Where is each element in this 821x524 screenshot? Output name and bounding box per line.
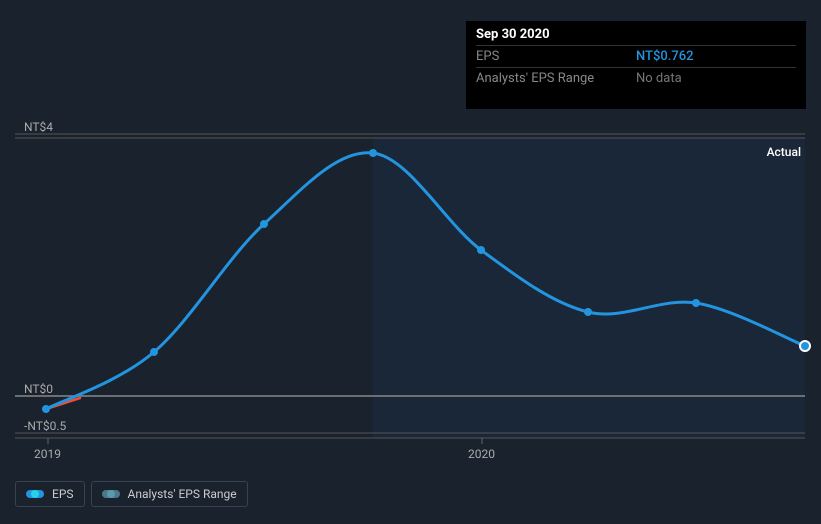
y-axis-label: NT$4 (24, 120, 53, 134)
legend-label: Analysts' EPS Range (128, 487, 237, 501)
legend-marker (26, 490, 44, 498)
tooltip-row: EPSNT$0.762 (476, 45, 796, 67)
tooltip-value: NT$0.762 (636, 49, 796, 64)
tooltip-label: EPS (476, 49, 636, 64)
tooltip-value: No data (636, 71, 796, 86)
legend-marker (102, 490, 120, 498)
y-axis-label: NT$0 (24, 382, 53, 396)
chart-tooltip: Sep 30 2020 EPSNT$0.762Analysts' EPS Ran… (466, 21, 806, 109)
tooltip-row: Analysts' EPS RangeNo data (476, 67, 796, 89)
tooltip-label: Analysts' EPS Range (476, 71, 636, 86)
actual-label: Actual (767, 145, 801, 159)
legend-item[interactable]: Analysts' EPS Range (91, 481, 248, 507)
x-axis-label: 2020 (468, 447, 495, 461)
y-axis-label: -NT$0.5 (24, 419, 66, 433)
legend-item[interactable]: EPS (15, 481, 85, 507)
legend-label: EPS (52, 487, 74, 501)
x-axis-label: 2019 (34, 447, 61, 461)
tooltip-date: Sep 30 2020 (476, 27, 796, 45)
chart-legend: EPS Analysts' EPS Range (15, 481, 248, 507)
